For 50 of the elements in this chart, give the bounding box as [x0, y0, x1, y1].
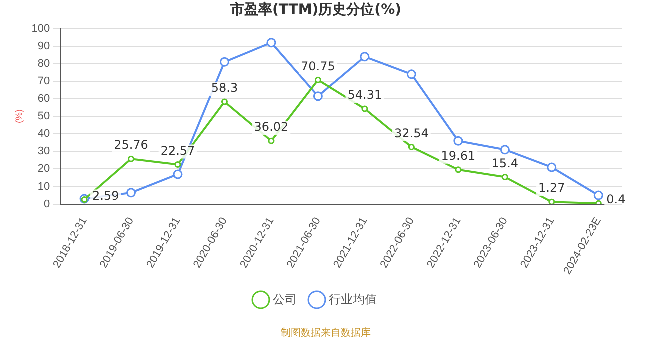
point: [81, 196, 88, 204]
point: [174, 161, 182, 168]
data-label: 1.27: [538, 181, 566, 196]
y-tick-label: 10: [38, 180, 50, 193]
legend-label: 公司: [273, 292, 297, 306]
chart-title: 市盈率(TTM)历史分位(%): [230, 1, 402, 18]
point: [502, 174, 508, 181]
y-tick-label: 30: [38, 146, 50, 158]
data-label: 25.76: [114, 138, 148, 152]
point: [266, 38, 276, 48]
y-tick-label: 100: [32, 22, 50, 35]
data-label: 54.31: [348, 88, 382, 102]
y-tick-label: 70: [38, 75, 50, 88]
point: [406, 70, 416, 80]
y-tick-label: 80: [38, 58, 50, 70]
point: [360, 52, 370, 62]
data-label: 0.4: [606, 192, 626, 207]
point: [548, 198, 556, 204]
point: [126, 188, 136, 198]
point: [362, 106, 368, 112]
point: [313, 92, 323, 102]
data-label: 70.75: [301, 59, 336, 74]
y-tick-label: 90: [38, 40, 50, 52]
data-label: 19.61: [441, 149, 476, 164]
point: [455, 166, 462, 174]
point: [547, 162, 557, 172]
point: [408, 144, 415, 150]
data-label: 32.54: [394, 126, 429, 140]
data-label: 15.4: [492, 156, 519, 170]
y-tick-label: 40: [38, 128, 50, 140]
legend-label: 行业均值: [329, 292, 377, 306]
point: [594, 190, 604, 200]
data-label: 36.02: [254, 120, 289, 134]
y-tick-label: 0: [44, 198, 50, 210]
point: [173, 170, 183, 180]
point: [220, 57, 230, 67]
data-label: 22.57: [160, 144, 196, 158]
point: [314, 76, 322, 84]
point: [268, 138, 275, 144]
point: [128, 156, 135, 162]
data-label: 58.3: [211, 81, 238, 96]
y-tick-label: 20: [38, 163, 50, 176]
data-label: 2.59: [92, 188, 120, 203]
y-axis-title: (%): [14, 110, 24, 124]
point: [221, 98, 228, 106]
y-tick-label: 50: [38, 110, 50, 123]
point: [500, 145, 510, 155]
text: 制图数据来自数据库: [280, 326, 372, 340]
point: [454, 136, 464, 146]
y-tick-label: 60: [38, 93, 50, 106]
